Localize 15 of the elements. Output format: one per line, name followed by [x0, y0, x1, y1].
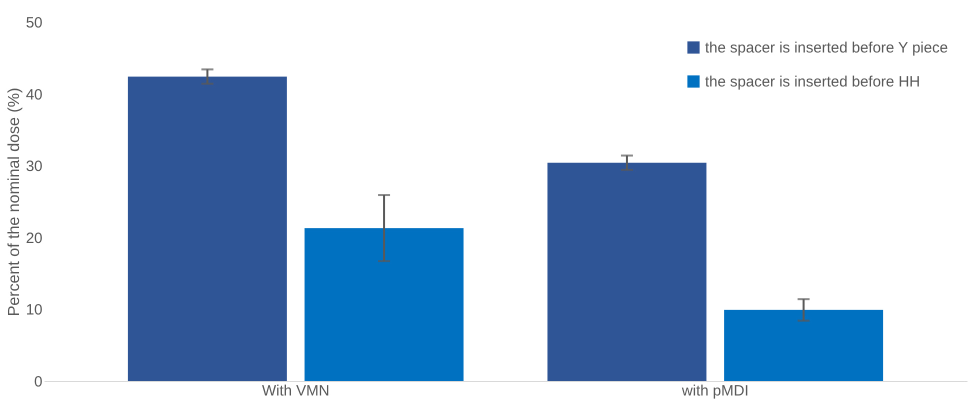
legend-label: the spacer is inserted before HH — [705, 74, 920, 90]
y-tick-label: 10 — [26, 302, 42, 319]
bar — [128, 76, 287, 381]
y-tick-label: 0 — [34, 374, 42, 390]
y-tick-label: 30 — [26, 158, 42, 176]
legend-label: the spacer is inserted before Y piece — [705, 40, 948, 56]
bar — [724, 310, 884, 381]
bar — [304, 228, 464, 381]
y-tick-label: 50 — [26, 14, 42, 32]
y-tick-label: 40 — [26, 86, 42, 104]
bar — [547, 162, 706, 381]
y-axis-title: Percent of the nominal dose (%) — [6, 88, 23, 316]
x-tick-label: with pMDI — [680, 382, 749, 400]
x-tick-label: With VMN — [262, 382, 330, 400]
y-tick-label: 20 — [26, 230, 42, 247]
